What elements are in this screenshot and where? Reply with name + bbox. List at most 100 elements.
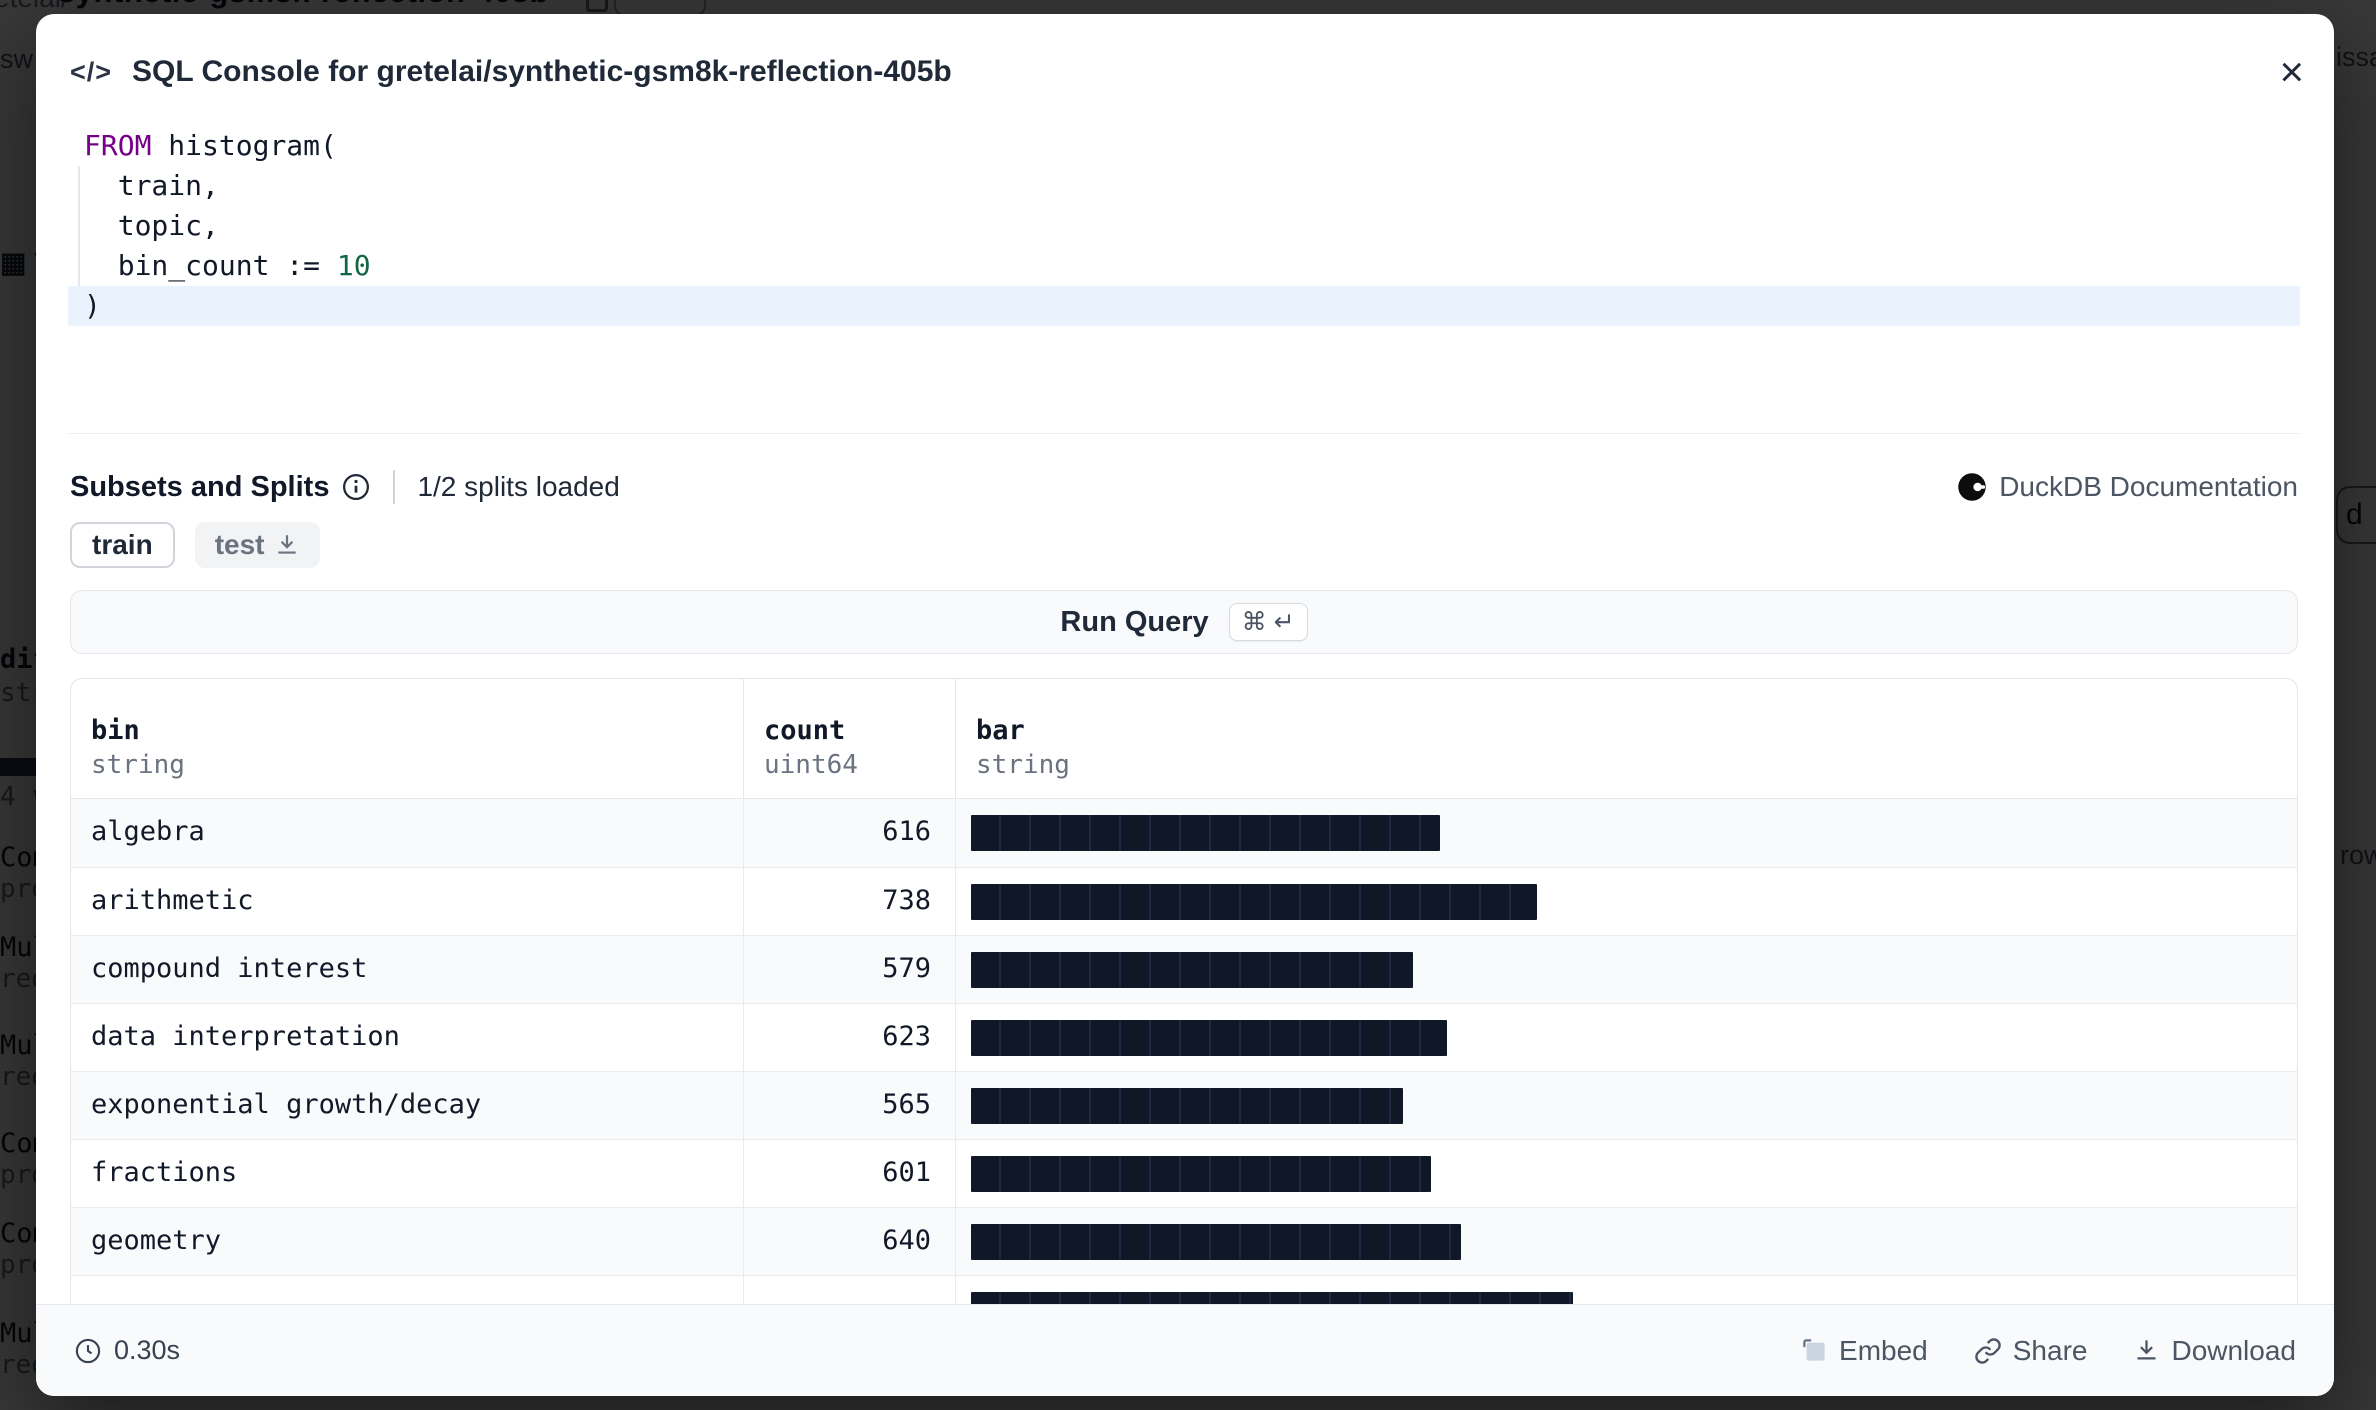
- bar-cell: [955, 1140, 2297, 1207]
- column-header-count: count uint64: [743, 679, 955, 798]
- count-cell: 565: [743, 1072, 955, 1139]
- close-icon[interactable]: ×: [2279, 48, 2304, 95]
- sql-editor[interactable]: FROM histogram( train, topic, bin_count …: [68, 126, 2300, 326]
- run-query-label: Run Query: [1060, 605, 1209, 638]
- histogram-bar: [971, 952, 1413, 988]
- run-query-button[interactable]: Run Query ⌘ ↵: [70, 590, 2298, 654]
- count-cell: 640: [743, 1208, 955, 1275]
- splits-row: train test: [70, 522, 321, 568]
- code-token: bin_count :=: [84, 249, 337, 282]
- histogram-bar: [971, 1224, 1461, 1260]
- column-name: bar: [976, 715, 1025, 746]
- column-type: string: [91, 750, 185, 780]
- download-icon: [2137, 1340, 2156, 1360]
- table-row: geometry 640: [71, 1207, 2297, 1275]
- table-header: bin string count uint64 bar string: [71, 679, 2297, 799]
- table-body: algebra 616 arithmetic 738 compound interest…: [71, 799, 2297, 1304]
- column-header-bin: bin string: [71, 679, 743, 798]
- column-name: bin: [91, 715, 140, 746]
- histogram-bar: [971, 815, 1440, 851]
- code-token: train,: [84, 169, 219, 202]
- split-label: test: [214, 529, 265, 560]
- column-name: count: [764, 715, 846, 746]
- count-cell: 623: [743, 1004, 955, 1071]
- divider: [393, 470, 396, 504]
- indent-guide: [78, 166, 80, 286]
- splits-loaded-status: 1/2 splits loaded: [417, 471, 620, 502]
- link-icon: [1975, 1337, 2001, 1364]
- table-row: fractions 601: [71, 1139, 2297, 1207]
- code-token: ): [84, 289, 101, 322]
- bar-cell: [955, 1208, 2297, 1275]
- count-cell: 616: [743, 799, 955, 867]
- bin-cell: algebra: [91, 816, 205, 847]
- column-header-bar: bar string: [955, 679, 2297, 798]
- code-line: topic,: [68, 206, 2300, 246]
- split-button-test[interactable]: test: [194, 522, 321, 568]
- code-line: bin_count := 10: [68, 246, 2300, 286]
- share-button[interactable]: Share: [1974, 1334, 2088, 1367]
- results-table: bin string count uint64 bar string algeb…: [70, 678, 2298, 1304]
- duckdb-logo-icon: [1958, 473, 1986, 501]
- histogram-bar: [971, 884, 1537, 920]
- bin-cell: data interpretation: [91, 1021, 400, 1052]
- bar-cell: [955, 1276, 2297, 1304]
- bin-cell: geometry: [91, 1225, 222, 1256]
- bar-cell: [955, 799, 2297, 867]
- table-row: algebra 616: [71, 799, 2297, 867]
- duckdb-documentation-label: DuckDB Documentation: [1999, 471, 2298, 502]
- table-row: exponential growth/decay 565: [71, 1071, 2297, 1139]
- clock-icon: [75, 1338, 101, 1363]
- count-cell: 579: [743, 936, 955, 1003]
- subsets-and-splits-row: Subsets and Splits 1/2 splits loaded Duc…: [70, 462, 2298, 512]
- column-type: string: [976, 750, 1070, 780]
- count-cell: 601: [743, 1140, 955, 1207]
- code-token: topic,: [84, 209, 219, 242]
- bar-cell: [955, 868, 2297, 935]
- embed-label: Embed: [1839, 1334, 1928, 1366]
- download-icon: [278, 535, 297, 554]
- count-cell: 738: [743, 868, 955, 935]
- keyboard-shortcut-badge: ⌘ ↵: [1228, 603, 1308, 641]
- bin-cell: compound interest: [91, 953, 368, 984]
- modal-title: SQL Console for gretelai/synthetic-gsm8k…: [132, 55, 952, 88]
- embed-icon: [1803, 1339, 1825, 1361]
- table-row-partial: [71, 1275, 2297, 1304]
- histogram-bar: [971, 1156, 1431, 1192]
- share-label: Share: [2012, 1334, 2088, 1366]
- editor-divider: [68, 433, 2300, 434]
- info-icon[interactable]: [341, 472, 371, 502]
- modal-footer: 0.30s Embed Share: [36, 1304, 2334, 1396]
- code-icon: </>: [70, 56, 113, 87]
- table-row: data interpretation 623: [71, 1003, 2297, 1071]
- code-line: ): [68, 286, 2300, 326]
- histogram-bar: [971, 1088, 1403, 1124]
- code-line: train,: [68, 166, 2300, 206]
- embed-button[interactable]: Embed: [1801, 1335, 1928, 1367]
- code-token-kw: FROM: [84, 129, 152, 162]
- download-button[interactable]: Download: [2133, 1335, 2296, 1367]
- bin-cell: exponential growth/decay: [91, 1089, 482, 1120]
- duration-value: 0.30s: [114, 1335, 181, 1365]
- histogram-bar: [971, 1020, 1447, 1056]
- column-type: uint64: [764, 750, 858, 780]
- count-cell: [743, 1276, 955, 1304]
- code-line: FROM histogram(: [68, 126, 2300, 166]
- code-token: histogram(: [151, 129, 337, 162]
- query-duration: 0.30s: [74, 1335, 180, 1366]
- bin-cell: arithmetic: [91, 885, 254, 916]
- modal-header: </> SQL Console for gretelai/synthetic-g…: [70, 50, 2304, 94]
- split-label: train: [92, 529, 153, 560]
- code-token-num: 10: [336, 249, 371, 282]
- split-button-train[interactable]: train: [70, 522, 175, 568]
- subsets-heading: Subsets and Splits: [70, 470, 330, 503]
- bin-cell: [71, 1276, 743, 1304]
- download-label: Download: [2171, 1334, 2296, 1366]
- bin-cell: fractions: [91, 1157, 238, 1188]
- duckdb-documentation-link[interactable]: DuckDB Documentation: [1957, 471, 2298, 503]
- table-row: compound interest 579: [71, 935, 2297, 1003]
- table-row: arithmetic 738: [71, 867, 2297, 935]
- bar-cell: [955, 1072, 2297, 1139]
- bar-cell: [955, 936, 2297, 1003]
